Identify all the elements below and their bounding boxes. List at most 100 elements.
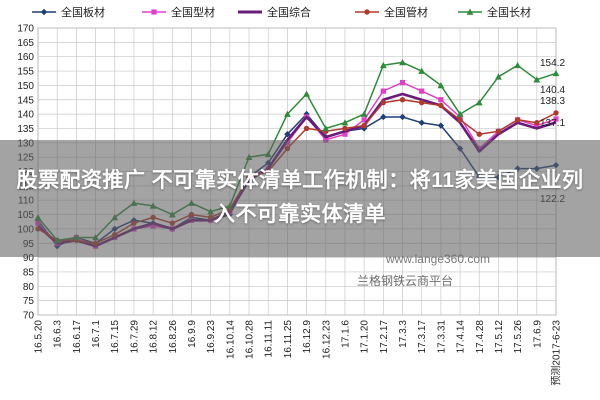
data-point (476, 131, 482, 137)
y-tick-label: 145 (17, 95, 34, 106)
x-tick-label: 17.4.14 (456, 320, 467, 354)
x-tick-label: 16.12.9 (302, 320, 313, 354)
x-tick-label: 16.9.9 (187, 320, 198, 348)
x-tick-label: 17.6.9 (532, 320, 543, 348)
data-point (284, 130, 291, 138)
data-point (419, 88, 425, 94)
x-tick-label: 16.7.1 (91, 320, 102, 348)
data-point (495, 128, 502, 135)
y-tick-label: 80 (23, 282, 35, 293)
data-point (380, 99, 387, 106)
data-point (361, 117, 367, 123)
x-tick-label: 17.5.12 (494, 320, 505, 354)
data-point (457, 114, 463, 120)
legend-marker (364, 9, 370, 15)
legend-marker (151, 9, 157, 15)
data-point (323, 137, 329, 143)
headline-text[interactable]: 股票配资推广 不可靠实体清单工作机制：将11家美国企业列入不可靠实体清单 (16, 169, 584, 226)
data-point (438, 97, 444, 103)
end-value-label: 140.4 (540, 85, 565, 96)
y-tick-label: 140 (17, 110, 34, 121)
y-tick-label: 75 (23, 296, 35, 307)
x-tick-label: 16.5.20 (34, 320, 45, 354)
end-value-label: 138.3 (540, 96, 565, 107)
data-point (380, 88, 386, 94)
y-tick-label: 170 (17, 24, 34, 35)
y-tick-label: 70 (23, 311, 35, 322)
x-tick-label: 16.11.25 (283, 320, 294, 359)
watermark-platform: 兰格钢铁云商平台 (357, 273, 453, 288)
data-point (284, 110, 291, 117)
legend-marker (466, 8, 474, 15)
x-tick-label: 17.3.3 (398, 320, 409, 348)
x-axis: 16.5.20 16.6.3 16.6.17 16.7.1 16.7.15 16.7.29… (34, 320, 563, 386)
y-tick-label: 85 (23, 267, 35, 278)
data-point (457, 117, 463, 123)
data-point (418, 119, 425, 126)
x-tick-label: 17.3.17 (417, 320, 428, 354)
x-tick-label: 16.10.14 (225, 320, 236, 359)
x-tick-label: 16.7.15 (110, 320, 121, 354)
data-point (303, 125, 310, 132)
x-tick-label: 预测2017-6-23 (550, 320, 563, 386)
y-tick-label: 150 (17, 81, 34, 92)
legend-item: 全国管材 (355, 5, 428, 19)
data-point (495, 73, 502, 80)
data-point (360, 110, 368, 117)
y-tick-label: 165 (17, 38, 34, 49)
x-tick-label: 17.4.28 (475, 320, 486, 354)
data-point (399, 59, 406, 66)
x-tick-label: 16.6.17 (72, 320, 83, 354)
legend-label: 全国管材 (384, 5, 428, 19)
data-point (514, 61, 522, 69)
data-point (553, 110, 559, 116)
x-tick-label: 16.8.26 (168, 320, 179, 354)
x-tick-label: 17.1.20 (360, 320, 371, 354)
data-point (437, 82, 445, 89)
legend-item: 全国板材 (32, 5, 105, 19)
data-point (419, 99, 425, 106)
data-point (361, 122, 367, 129)
x-tick-label: 16.8.12 (149, 320, 160, 354)
data-point (322, 125, 330, 132)
legend-label: 全国长材 (487, 5, 531, 19)
x-tick-label: 17.1.6 (340, 320, 351, 348)
y-tick-label: 90 (23, 253, 35, 264)
y-tick-label: 160 (17, 52, 34, 63)
data-point (437, 122, 445, 129)
data-point (534, 122, 540, 129)
data-point (342, 125, 348, 132)
end-value-label: 154.2 (540, 58, 565, 69)
headline-overlay (0, 140, 600, 257)
data-point (399, 79, 406, 86)
legend-item: 全国长材 (458, 5, 531, 19)
x-tick-label: 17.3.31 (436, 320, 447, 354)
data-point (418, 67, 426, 74)
data-point (341, 119, 349, 126)
x-tick-label: 16.12.23 (321, 320, 332, 359)
data-point (552, 69, 560, 77)
x-tick-label: 17.5.26 (513, 320, 524, 354)
data-point (379, 61, 387, 69)
data-point (303, 110, 310, 118)
legend-item: 全国型材 (142, 5, 215, 19)
legend-label: 全国板材 (61, 5, 105, 19)
data-point (553, 116, 559, 122)
end-value-label: 137.1 (540, 118, 565, 129)
y-tick-label: 155 (17, 67, 34, 78)
legend-marker (40, 8, 48, 16)
legend-label: 全国型材 (171, 5, 215, 19)
data-point (380, 113, 387, 121)
chart-legend: 全国板材 全国型材 全国综合 全国管材 全国长材 (32, 5, 531, 19)
legend-label: 全国综合 (267, 5, 311, 19)
x-tick-label: 17.2.17 (379, 320, 390, 354)
legend-item: 全国综合 (238, 5, 311, 19)
x-tick-label: 16.10.28 (245, 320, 256, 359)
data-point (475, 99, 483, 106)
data-point (456, 110, 464, 117)
data-point (303, 90, 310, 97)
data-point (438, 102, 444, 109)
data-point (533, 76, 541, 83)
data-point (399, 97, 406, 103)
y-tick-label: 135 (17, 124, 34, 135)
